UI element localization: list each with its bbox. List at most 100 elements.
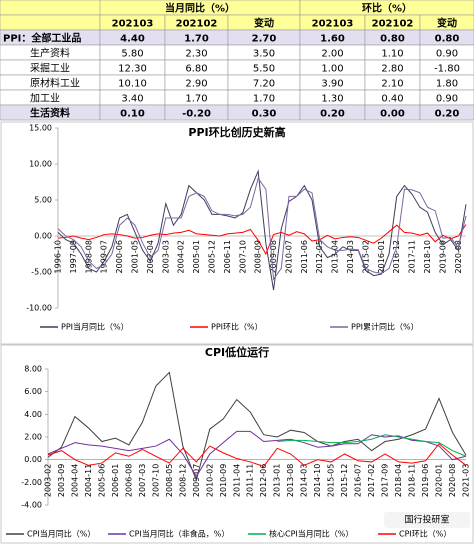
cell-value: 1.10 bbox=[381, 49, 403, 60]
cell-value: 7.20 bbox=[253, 79, 275, 90]
cell-value: 3.50 bbox=[253, 49, 275, 60]
cell-value: 1.60 bbox=[320, 34, 345, 45]
cell-value: 2.00 bbox=[321, 49, 343, 60]
y-tick-label: 4.00 bbox=[24, 410, 42, 419]
x-tick-label: 2006-01 bbox=[111, 464, 120, 497]
legend-label: CPI当月同比（%） bbox=[27, 529, 95, 539]
group-header: 环比（%） bbox=[362, 2, 412, 15]
series-line bbox=[47, 443, 467, 468]
legend-label: PPI当月同比（%） bbox=[61, 322, 129, 332]
x-tick-label: 2010-02 bbox=[205, 464, 214, 497]
x-tick-label: 2020-08 bbox=[454, 240, 463, 273]
x-tick-label: 2014-03 bbox=[346, 240, 355, 273]
row-label: 生产资料 bbox=[30, 47, 70, 60]
x-tick-label: 2014-10 bbox=[313, 464, 322, 497]
legend-label: PPI环比（%） bbox=[211, 322, 263, 332]
cell-value: 0.20 bbox=[320, 109, 345, 120]
column-header: 202103 bbox=[312, 19, 354, 30]
cell-value: 1.70 bbox=[184, 34, 209, 45]
x-tick-label: 2005-06 bbox=[97, 464, 106, 497]
legend-label: CPI环比（%） bbox=[399, 529, 451, 539]
y-tick-label: 2.00 bbox=[24, 433, 42, 442]
x-tick-label: 2015-02 bbox=[361, 240, 370, 273]
series-line bbox=[277, 434, 467, 457]
cell-value: 3.40 bbox=[121, 94, 143, 105]
x-tick-label: 2001-05 bbox=[130, 240, 139, 273]
x-tick-label: 1999-07 bbox=[100, 240, 109, 273]
x-tick-label: 2019-06 bbox=[421, 464, 430, 497]
x-tick-label: 2016-01 bbox=[377, 240, 386, 273]
x-tick-label: 2019-09 bbox=[438, 240, 447, 273]
column-header: 变动 bbox=[437, 17, 457, 30]
cell-value: 12.30 bbox=[118, 64, 147, 75]
cell-value: 1.70 bbox=[185, 94, 207, 105]
series-line bbox=[57, 177, 467, 281]
y-tick-label: -4.00 bbox=[21, 501, 42, 510]
x-tick-label: 2012-06 bbox=[259, 464, 268, 497]
y-tick-label: -10.00 bbox=[26, 304, 52, 313]
cell-value: 0.30 bbox=[252, 109, 277, 120]
cell-value: 5.80 bbox=[121, 49, 143, 60]
x-tick-label: 2014-03 bbox=[300, 464, 309, 497]
x-tick-label: 2011-11 bbox=[246, 464, 255, 497]
x-tick-label: 2005-01 bbox=[192, 240, 201, 273]
y-tick-label: -5.00 bbox=[31, 268, 52, 277]
row-label: 加工业 bbox=[30, 93, 60, 105]
x-tick-label: 2003-02 bbox=[44, 464, 53, 497]
x-tick-label: 2008-05 bbox=[165, 464, 174, 497]
y-tick-label: 0.00 bbox=[24, 455, 42, 464]
y-tick-label: 10.00 bbox=[29, 160, 52, 169]
row-label: 生活资料 bbox=[30, 107, 70, 120]
row-label: 采掘工业 bbox=[30, 62, 70, 75]
cell-value: 2.70 bbox=[252, 34, 277, 45]
x-tick-label: 2006-11 bbox=[223, 240, 232, 273]
row-label: PPI：全部工业品 bbox=[3, 32, 81, 45]
chart-title: PPI环比创历史新高 bbox=[188, 125, 285, 139]
x-tick-label: 1997-09 bbox=[69, 240, 78, 273]
cell-value: 0.80 bbox=[380, 34, 405, 45]
x-tick-label: 2007-03 bbox=[138, 464, 147, 497]
cell-value: 0.40 bbox=[381, 94, 403, 105]
x-tick-label: 2003-03 bbox=[161, 240, 170, 273]
chart-title: CPI低位运行 bbox=[205, 345, 269, 359]
x-tick-label: 2010-07 bbox=[284, 240, 293, 273]
cell-value: 1.00 bbox=[321, 64, 343, 75]
x-tick-label: 2007-10 bbox=[238, 240, 247, 273]
x-tick-label: 2004-11 bbox=[84, 464, 93, 497]
y-tick-label: 6.00 bbox=[24, 387, 42, 396]
x-tick-label: 2012-05 bbox=[315, 240, 324, 273]
x-tick-label: 1996-10 bbox=[54, 240, 63, 273]
cell-value: 1.80 bbox=[436, 79, 458, 90]
header-cell bbox=[0, 14, 101, 31]
y-tick-label: 0.00 bbox=[34, 232, 52, 241]
column-header: 202102 bbox=[176, 19, 218, 30]
cell-value: -0.20 bbox=[182, 109, 211, 120]
cell-value: -1.80 bbox=[434, 64, 460, 75]
watermark: 国行投研室 bbox=[404, 514, 449, 526]
x-tick-label: 2013-08 bbox=[286, 464, 295, 497]
x-tick-label: 2018-10 bbox=[423, 240, 432, 273]
x-tick-label: 2015-12 bbox=[340, 464, 349, 497]
x-tick-label: 2007-10 bbox=[151, 464, 160, 497]
x-tick-label: 2017-11 bbox=[408, 240, 417, 273]
cell-value: 2.30 bbox=[185, 49, 207, 60]
cell-value: 6.80 bbox=[185, 64, 207, 75]
series-line bbox=[47, 430, 467, 478]
cell-value: 0.90 bbox=[436, 49, 458, 60]
x-tick-label: 2021-03 bbox=[462, 464, 471, 497]
y-tick-label: 8.00 bbox=[24, 365, 42, 374]
x-tick-label: 2018-11 bbox=[408, 464, 417, 497]
series-line bbox=[57, 224, 467, 256]
legend-label: CPI当月同比（非食品，%） bbox=[129, 529, 229, 539]
x-tick-label: 2020-01 bbox=[435, 464, 444, 497]
x-tick-label: 2008-09 bbox=[254, 240, 263, 273]
x-tick-label: 2011-04 bbox=[232, 464, 241, 497]
series-line bbox=[47, 371, 467, 482]
x-tick-label: 2015-05 bbox=[327, 464, 336, 497]
x-tick-label: 2018-04 bbox=[394, 464, 403, 497]
cell-value: 1.30 bbox=[321, 94, 343, 105]
x-tick-label: 2004-04 bbox=[70, 464, 79, 497]
y-tick-label: -2.00 bbox=[21, 478, 42, 487]
watermark-badge bbox=[384, 512, 470, 528]
cell-value: 2.90 bbox=[185, 79, 207, 90]
